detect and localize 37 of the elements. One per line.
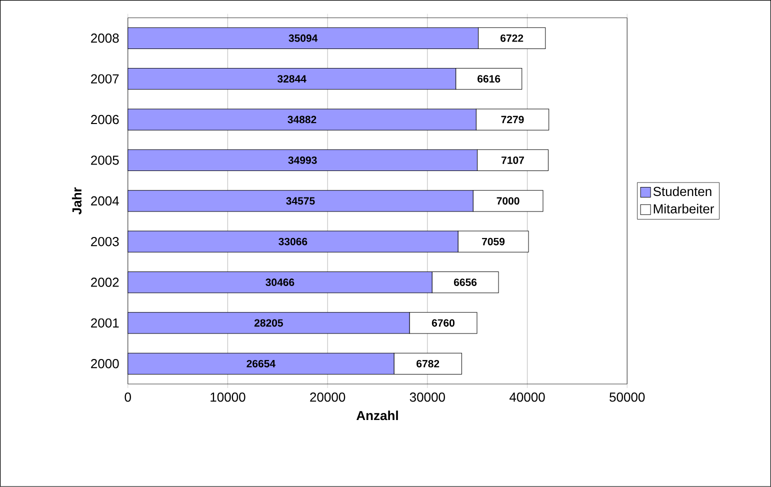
x-tick-label: 20000 bbox=[310, 392, 346, 402]
x-axis-title: Anzahl bbox=[356, 410, 398, 420]
data-label: 30466 bbox=[266, 278, 294, 286]
x-tick-label: 0 bbox=[124, 392, 131, 402]
data-label: 6656 bbox=[454, 278, 477, 286]
y-axis-title: Jahr bbox=[72, 187, 82, 215]
y-tick-label: 2003 bbox=[91, 237, 119, 246]
y-tick-label: 2006 bbox=[91, 115, 119, 124]
data-label: 6782 bbox=[416, 360, 440, 368]
data-label: 34575 bbox=[286, 197, 315, 205]
data-label: 6722 bbox=[500, 34, 524, 42]
x-tick-label: 50000 bbox=[610, 392, 645, 402]
data-label: 35094 bbox=[288, 34, 318, 42]
y-tick-label: 2005 bbox=[91, 156, 119, 165]
x-tick-label: 40000 bbox=[509, 392, 545, 402]
data-label: 6760 bbox=[432, 319, 454, 327]
data-label: 33066 bbox=[278, 238, 308, 246]
data-label: 7107 bbox=[502, 156, 524, 164]
legend-label: Mitarbeiter bbox=[654, 204, 714, 214]
x-tick-label: 30000 bbox=[410, 392, 445, 402]
y-tick-label: 2007 bbox=[91, 74, 119, 84]
data-label: 32844 bbox=[277, 75, 306, 83]
data-label: 28205 bbox=[254, 319, 283, 327]
data-label: 7059 bbox=[482, 238, 505, 246]
data-label: 34993 bbox=[288, 156, 317, 164]
y-tick-label: 2001 bbox=[91, 318, 119, 328]
x-tick-label: 10000 bbox=[210, 392, 246, 402]
data-label: 7000 bbox=[496, 197, 520, 205]
legend-label: Studenten bbox=[653, 186, 712, 196]
data-label: 34882 bbox=[288, 116, 316, 124]
data-label: 6616 bbox=[478, 75, 500, 83]
y-tick-label: 2004 bbox=[91, 196, 119, 206]
data-label: 7279 bbox=[501, 116, 524, 124]
y-tick-label: 2000 bbox=[91, 359, 119, 368]
y-tick-label: 2002 bbox=[91, 278, 119, 287]
y-tick-label: 2008 bbox=[91, 34, 119, 43]
data-label: 26654 bbox=[246, 360, 276, 368]
